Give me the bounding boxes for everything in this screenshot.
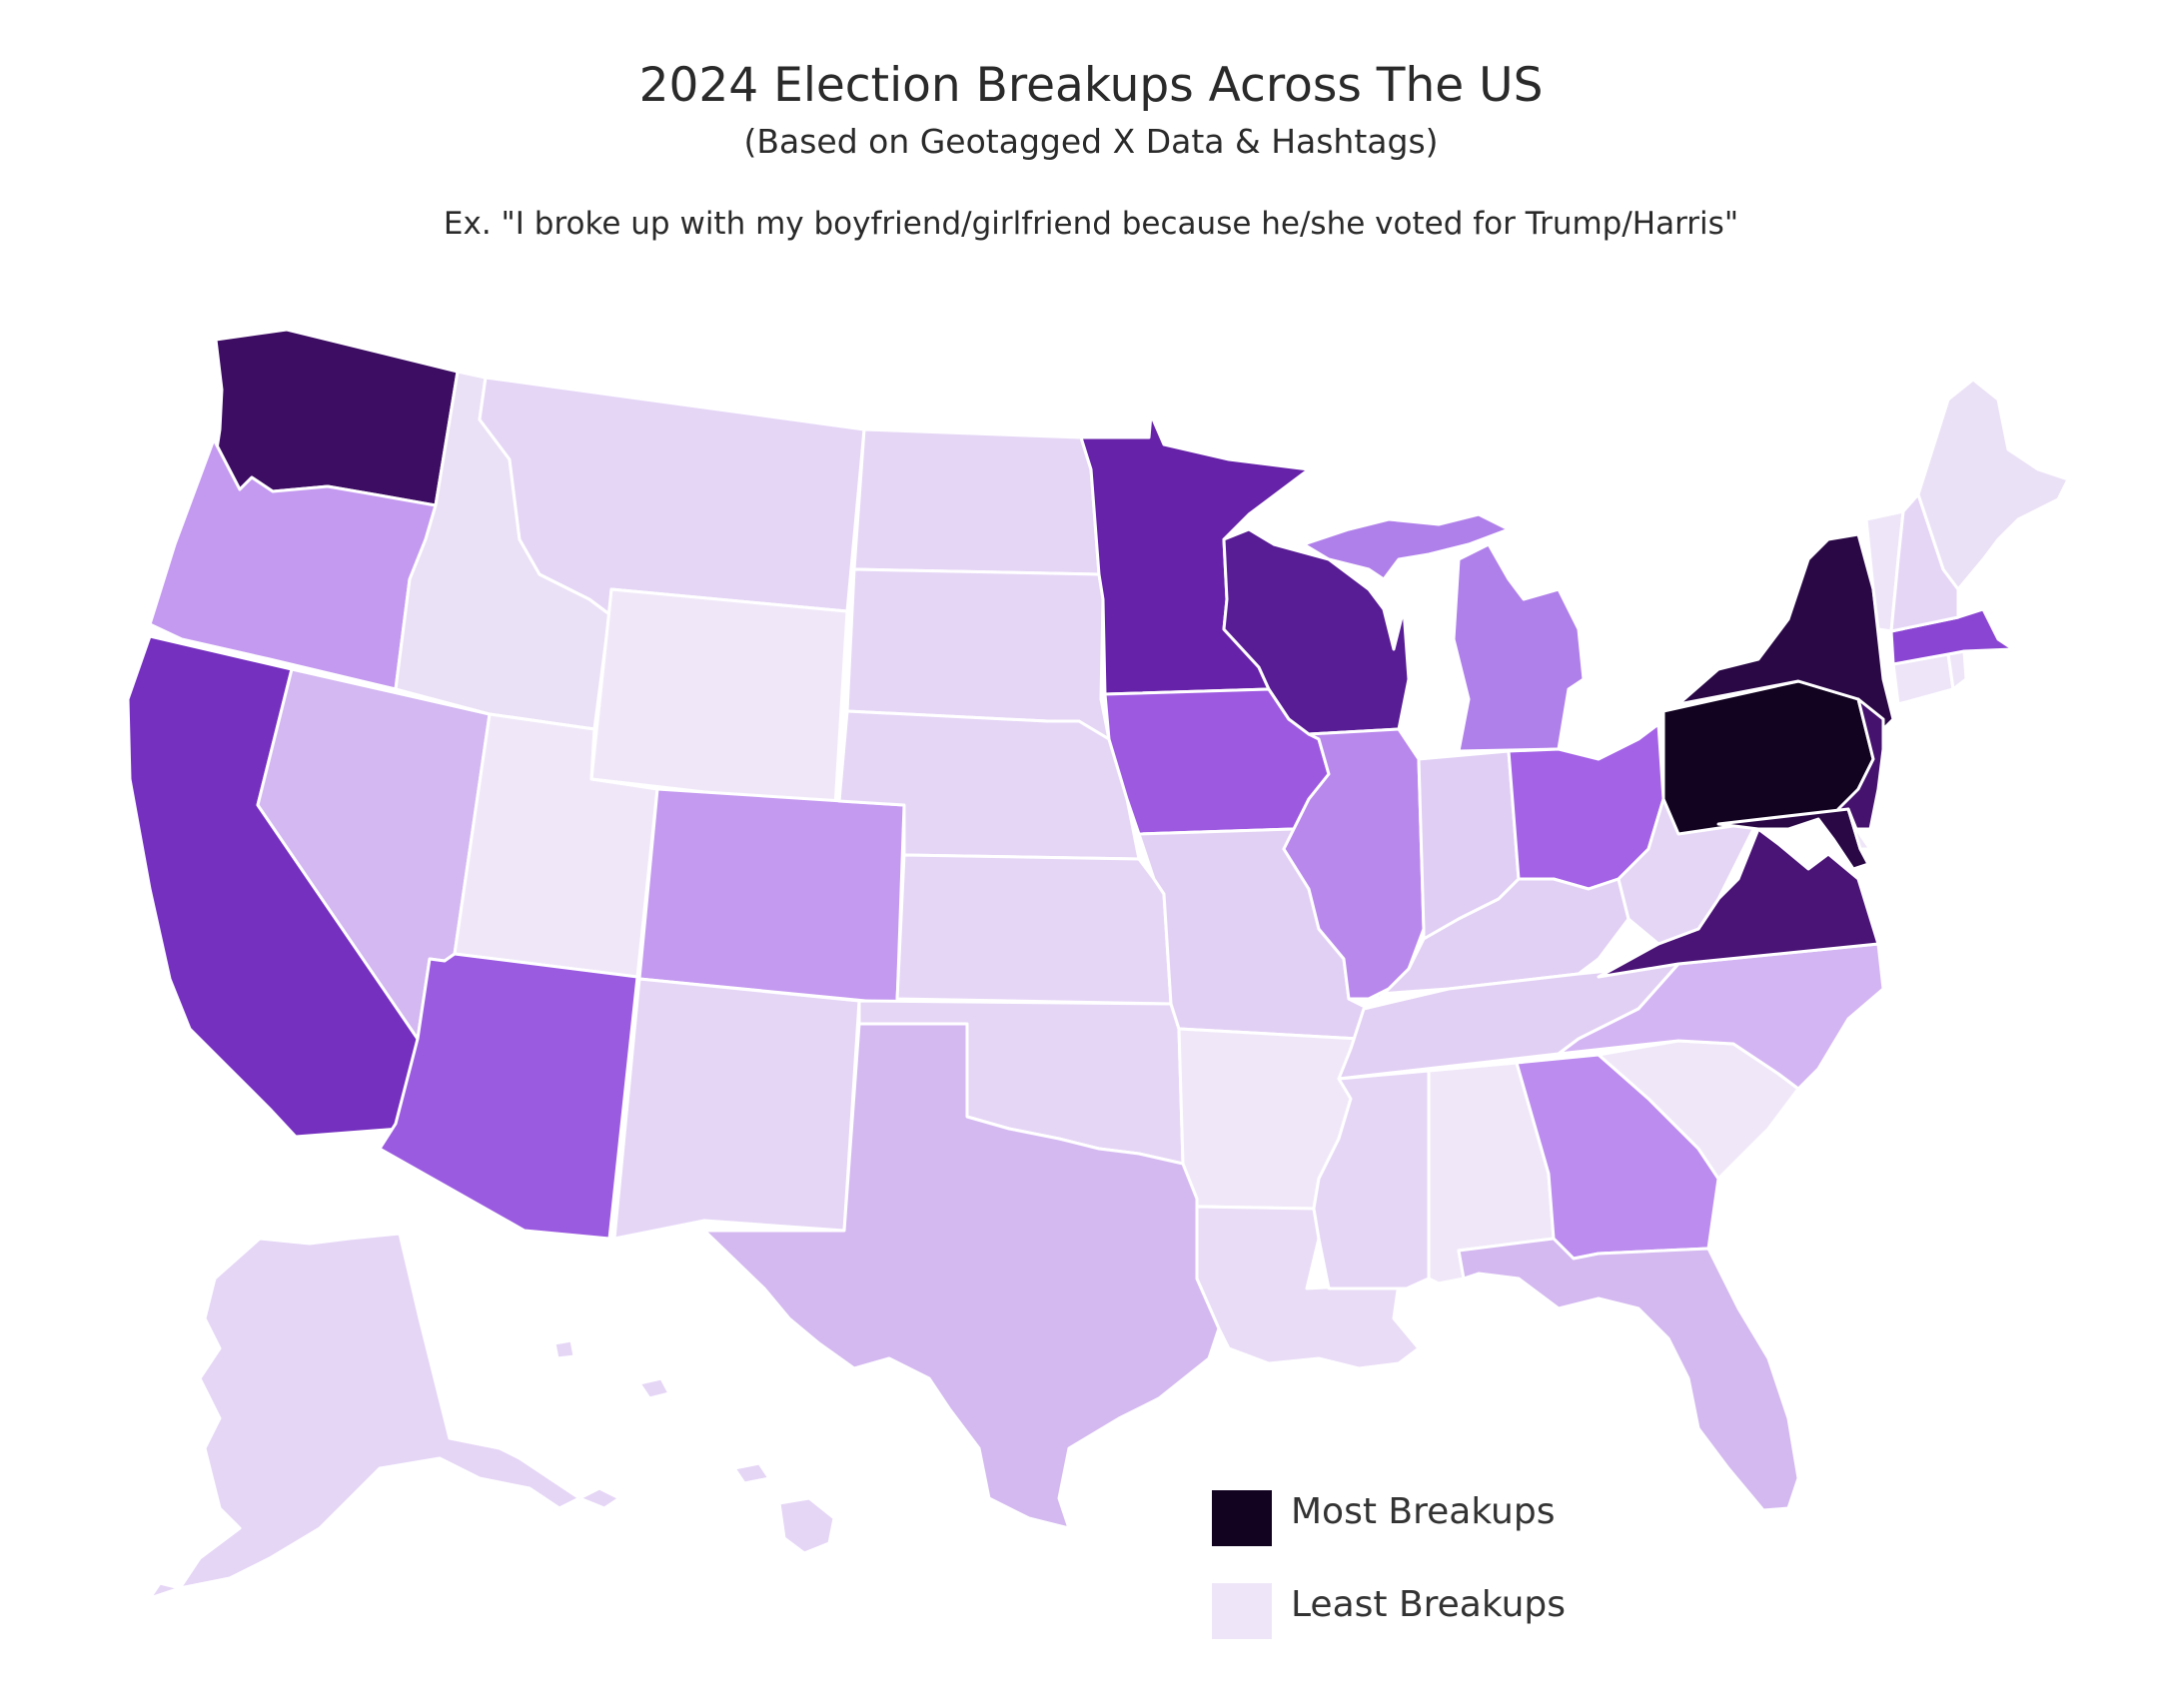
legend-label-most: Most Breakups (1291, 1491, 1556, 1532)
state-hi-big[interactable] (777, 1496, 836, 1555)
state-mi-lower[interactable] (1452, 542, 1586, 753)
state-hi-maui[interactable] (732, 1461, 771, 1485)
state-wy[interactable] (589, 587, 849, 809)
state-ak[interactable] (178, 1232, 581, 1590)
state-la[interactable] (1195, 1205, 1421, 1370)
state-mi-upper[interactable] (1302, 512, 1511, 581)
state-wi[interactable] (1222, 527, 1411, 736)
state-nj[interactable] (1836, 697, 1885, 831)
state-ak-islands[interactable] (148, 1486, 621, 1600)
state-ma[interactable] (1889, 607, 2015, 666)
legend-swatch-most (1212, 1490, 1272, 1546)
example-quote: Ex. "I broke up with my boyfriend/girlfr… (443, 206, 1739, 242)
state-hi-kauai[interactable] (552, 1338, 576, 1360)
state-co[interactable] (637, 787, 906, 1006)
state-tx[interactable] (702, 1022, 1221, 1530)
legend-label-least: Least Breakups (1291, 1584, 1567, 1625)
state-de[interactable] (1846, 807, 1872, 851)
state-nm[interactable] (612, 977, 861, 1241)
state-nd[interactable] (852, 427, 1101, 576)
legend-swatch-least (1212, 1583, 1272, 1639)
map-title: 2024 Election Breakups Across The US (638, 58, 1544, 113)
state-ri[interactable] (1946, 649, 1968, 691)
state-fl[interactable] (1457, 1237, 1800, 1512)
map-subtitle: (Based on Geotagged X Data & Hashtags) (743, 122, 1439, 161)
state-ne[interactable] (837, 709, 1141, 861)
state-me[interactable] (1916, 378, 2070, 591)
state-ks[interactable] (895, 853, 1173, 1006)
state-mt[interactable] (478, 376, 866, 616)
state-nc[interactable] (1557, 942, 1885, 1091)
state-hi-oahu[interactable] (637, 1376, 671, 1400)
state-az[interactable] (378, 952, 639, 1241)
